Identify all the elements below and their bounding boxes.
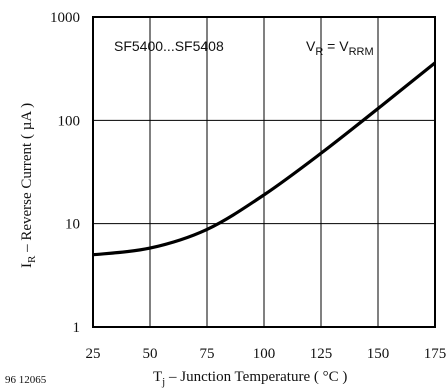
x-tick-label: 150	[367, 346, 390, 362]
x-tick-label: 25	[86, 346, 101, 362]
device-annotation: SF5400...SF5408	[114, 38, 224, 54]
y-axis-label: IR – Reverse Current ( µA )	[19, 103, 38, 268]
x-tick-label: 100	[253, 346, 276, 362]
condition-sub-rrm: RRM	[349, 46, 374, 58]
figure-id: 96 12065	[5, 374, 47, 386]
condition-annotation: VR = VRRM	[306, 38, 374, 58]
y-axis-label-sub: R	[26, 255, 38, 263]
y-tick-label: 1	[73, 320, 81, 336]
y-tick-label: 10	[65, 217, 80, 233]
condition-sub-r: R	[315, 46, 323, 58]
y-tick-label: 1000	[50, 10, 80, 26]
x-axis-label-rest: – Junction Temperature ( °C )	[165, 369, 347, 385]
x-axis-label-prefix: T	[153, 369, 162, 385]
series-line	[92, 61, 437, 257]
condition-v: V	[306, 38, 316, 54]
x-tick-label: 175	[424, 346, 447, 362]
x-tick-label: 75	[200, 346, 215, 362]
x-axis-label: Tj – Junction Temperature ( °C )	[153, 369, 347, 388]
condition-eq: = V	[323, 38, 349, 54]
y-axis-label-rest: – Reverse Current ( µA )	[19, 103, 35, 256]
y-tick-label: 100	[58, 113, 81, 129]
x-tick-label: 125	[310, 346, 333, 362]
y-axis-label-prefix: I	[19, 263, 35, 268]
x-tick-label: 50	[143, 346, 158, 362]
y-tick-labels: 1 10 100 1000	[50, 10, 80, 336]
series-group	[92, 61, 437, 257]
x-axis-label-sub: j	[161, 376, 165, 388]
x-tick-labels: 25 50 75 100 125 150 175	[86, 346, 447, 362]
grid	[93, 17, 435, 327]
